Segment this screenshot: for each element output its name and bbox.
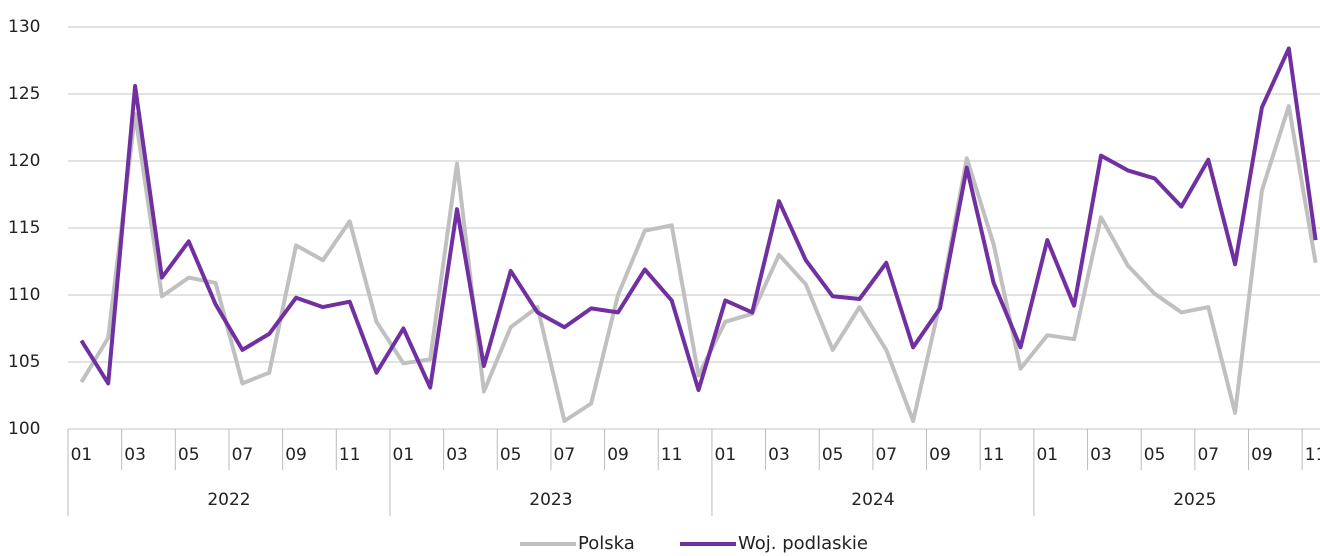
x-tick-label: 07 <box>1197 445 1219 465</box>
x-tick-label: 05 <box>178 445 200 465</box>
x-tick-label: 11 <box>339 445 361 465</box>
x-tick-label: 03 <box>768 445 790 465</box>
x-tick-label: 09 <box>285 445 307 465</box>
year-label: 2023 <box>529 490 572 510</box>
legend-label: Woj. podlaskie <box>738 533 868 554</box>
x-tick-label: 03 <box>1090 445 1112 465</box>
y-tick-label: 115 <box>8 218 40 238</box>
year-label: 2024 <box>851 490 894 510</box>
x-tick-label: 09 <box>1251 445 1273 465</box>
x-tick-label: 09 <box>607 445 629 465</box>
x-tick-label: 11 <box>1305 445 1320 465</box>
x-tick-label: 03 <box>124 445 146 465</box>
series-line <box>79 104 1318 423</box>
year-label: 2022 <box>207 490 250 510</box>
x-tick-label: 05 <box>1144 445 1166 465</box>
legend-label: Polska <box>578 533 635 554</box>
x-tick-label: 07 <box>232 445 254 465</box>
x-tick-label: 01 <box>1036 445 1058 465</box>
y-tick-label: 110 <box>8 285 40 305</box>
x-tick-label: 03 <box>446 445 468 465</box>
x-tick-label: 05 <box>822 445 844 465</box>
x-tick-label: 11 <box>983 445 1005 465</box>
x-tick-label: 01 <box>715 445 737 465</box>
x-tick-label: 07 <box>554 445 576 465</box>
y-tick-label: 105 <box>8 352 40 372</box>
x-tick-label: 01 <box>71 445 93 465</box>
y-tick-label: 130 <box>8 17 40 37</box>
year-label: 2025 <box>1173 490 1216 510</box>
x-tick-label: 07 <box>875 445 897 465</box>
series-line <box>79 46 1318 393</box>
x-tick-label: 01 <box>393 445 415 465</box>
x-tick-label: 05 <box>500 445 522 465</box>
x-tick-label: 09 <box>929 445 951 465</box>
x-tick-label: 11 <box>661 445 683 465</box>
y-tick-label: 125 <box>8 84 40 104</box>
y-tick-label: 100 <box>8 419 40 439</box>
y-tick-label: 120 <box>8 151 40 171</box>
